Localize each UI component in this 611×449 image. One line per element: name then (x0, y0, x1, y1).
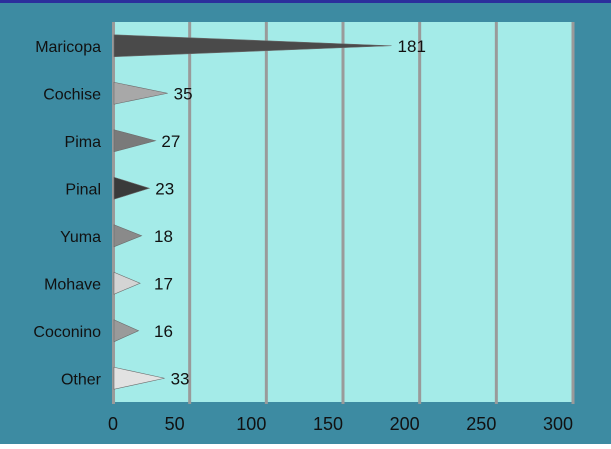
data-label-mohave: 17 (154, 274, 173, 293)
data-labels: 181 35 27 23 18 17 16 33 (154, 37, 426, 389)
bar-mohave (113, 271, 141, 295)
x-tick-250: 250 (466, 414, 496, 434)
bar-coconino (113, 319, 140, 343)
category-label-other: Other (61, 371, 102, 388)
data-label-other: 33 (171, 369, 190, 388)
data-label-coconino: 16 (154, 322, 173, 341)
x-tick-100: 100 (236, 414, 266, 434)
x-tick-200: 200 (390, 414, 420, 434)
x-tick-150: 150 (313, 414, 343, 434)
category-label-coconino: Coconino (33, 324, 101, 341)
data-label-pima: 27 (161, 132, 180, 151)
bar-chart: Maricopa Cochise Pima Pinal Yuma Mohave Coconi… (33, 22, 575, 434)
category-label-pinal: Pinal (65, 181, 101, 198)
bar-yuma (113, 224, 143, 248)
x-tick-0: 0 (108, 414, 118, 434)
bar-other (113, 366, 165, 390)
category-labels: Maricopa Cochise Pima Pinal Yuma Mohave Coconi… (33, 39, 101, 389)
category-label-yuma: Yuma (60, 229, 101, 246)
category-label-cochise: Cochise (43, 86, 101, 103)
bar-maricopa (113, 34, 392, 58)
gridlines (112, 22, 575, 404)
data-label-yuma: 18 (154, 227, 173, 246)
data-label-pinal: 23 (155, 179, 174, 198)
x-tick-300: 300 (543, 414, 573, 434)
x-tick-50: 50 (165, 414, 185, 434)
bar-pinal (113, 176, 151, 200)
category-label-maricopa: Maricopa (35, 39, 101, 56)
category-label-pima: Pima (65, 134, 102, 151)
bar-pima (113, 129, 157, 153)
bars (113, 34, 392, 390)
bar-cochise (113, 81, 168, 105)
bottom-border (0, 444, 611, 448)
top-border (0, 0, 611, 3)
x-tick-labels: 0 50 100 150 200 250 300 (108, 414, 573, 434)
category-label-mohave: Mohave (44, 276, 101, 293)
chart-panel: Maricopa Cochise Pima Pinal Yuma Mohave Coconi… (0, 3, 611, 444)
data-label-maricopa: 181 (398, 37, 426, 56)
data-label-cochise: 35 (174, 84, 193, 103)
